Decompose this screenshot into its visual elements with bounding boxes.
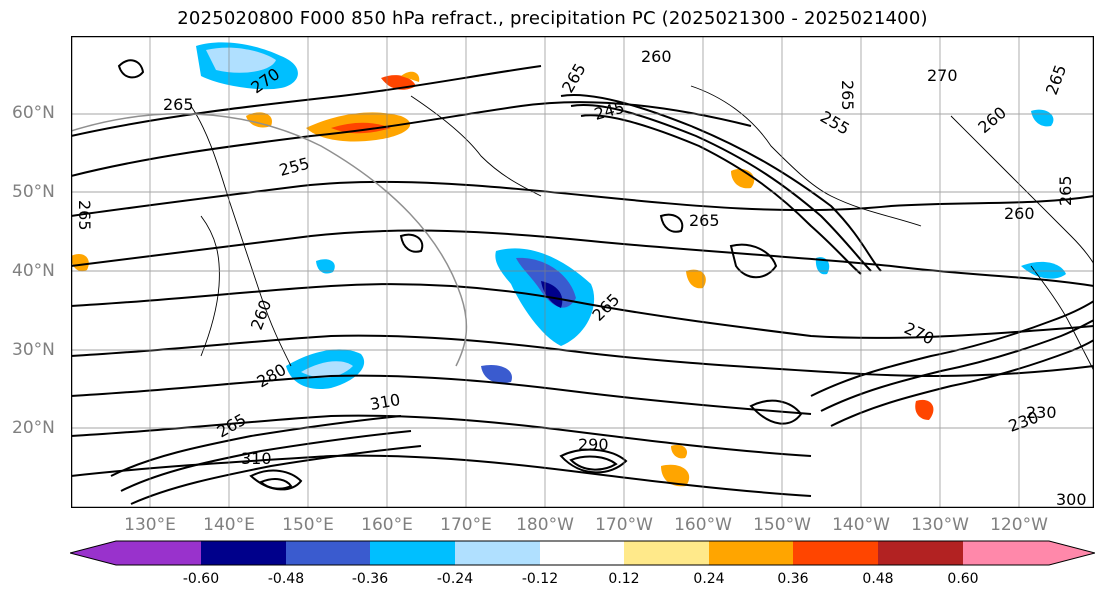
map-panel: 265 270 255 265 265 260 245 255 265 270 …: [71, 36, 1094, 508]
map-title: 2025020800 F000 850 hPa refract., precip…: [177, 8, 928, 29]
contour-label: 270: [927, 66, 958, 85]
contour-label: 300: [1056, 490, 1087, 508]
contour-label: 260: [1004, 204, 1035, 223]
refractivity-contours: [71, 59, 1094, 505]
lon-label: 150°E: [282, 515, 334, 535]
contour-label: 310: [241, 449, 272, 468]
graticule: [71, 36, 1094, 508]
colorbar-segment: [286, 541, 370, 565]
colorbar-tick-label: -0.24: [436, 571, 474, 587]
colorbar-segment: [709, 541, 793, 565]
colorbar-segment: [540, 541, 624, 565]
coastlines: [190, 85, 1094, 372]
lon-label: 150°W: [753, 515, 811, 535]
colorbar-segment: [878, 541, 963, 565]
lon-label: 180°W: [516, 515, 574, 535]
colorbar-segment: [201, 541, 286, 565]
colorbar: [70, 540, 1095, 566]
colorbar-segment: [370, 541, 455, 565]
lat-label: 60°N: [12, 103, 55, 123]
lon-label: 140°W: [832, 515, 890, 535]
colorbar-tick-label: 0.48: [862, 571, 894, 587]
colorbar-segment: [624, 541, 709, 565]
colorbar-segment: [793, 541, 878, 565]
colorbar-extend-low: [70, 541, 116, 565]
colorbar-tick-label: 0.36: [777, 571, 809, 587]
contour-label: 265: [838, 80, 857, 111]
colorbar-segment: [963, 541, 1049, 565]
colorbar-extend-high: [1049, 541, 1095, 565]
map-frame: [71, 36, 1094, 508]
contour-label: 265: [163, 95, 194, 114]
lon-label: 120°W: [990, 515, 1048, 535]
contour-label: 265: [689, 211, 720, 230]
lon-label: 170°W: [595, 515, 653, 535]
colorbar-segments: [70, 541, 1095, 565]
colorbar-segment: [455, 541, 540, 565]
colorbar-tick-label: 0.12: [608, 571, 640, 587]
lon-label: 170°E: [440, 515, 492, 535]
colorbar-tick-label: -0.12: [521, 571, 559, 587]
colorbar-tick-label: -0.48: [267, 571, 305, 587]
colorbar-segment: [116, 541, 201, 565]
colorbar-tick-label: 0.24: [693, 571, 725, 587]
lon-label: 130°W: [911, 515, 969, 535]
contour-label: 230: [1026, 403, 1057, 422]
colorbar-tick-label: 0.60: [947, 571, 979, 587]
lat-label: 20°N: [12, 418, 55, 438]
lon-label: 130°E: [124, 515, 176, 535]
lon-label: 160°E: [361, 515, 413, 535]
contour-label: 265: [1056, 175, 1075, 206]
lat-label: 30°N: [12, 340, 55, 360]
contour-label: 260: [641, 47, 672, 66]
contour-label: 290: [578, 435, 609, 454]
colorbar-tick-label: -0.36: [351, 571, 389, 587]
lon-label: 160°W: [674, 515, 732, 535]
boundary-arc: [71, 113, 468, 367]
lat-label: 50°N: [12, 182, 55, 202]
lon-label: 140°E: [203, 515, 255, 535]
colorbar-outline: [70, 540, 1095, 566]
colorbar-tick-label: -0.60: [182, 571, 220, 587]
lat-label: 40°N: [12, 261, 55, 281]
contour-label: 265: [75, 200, 94, 231]
